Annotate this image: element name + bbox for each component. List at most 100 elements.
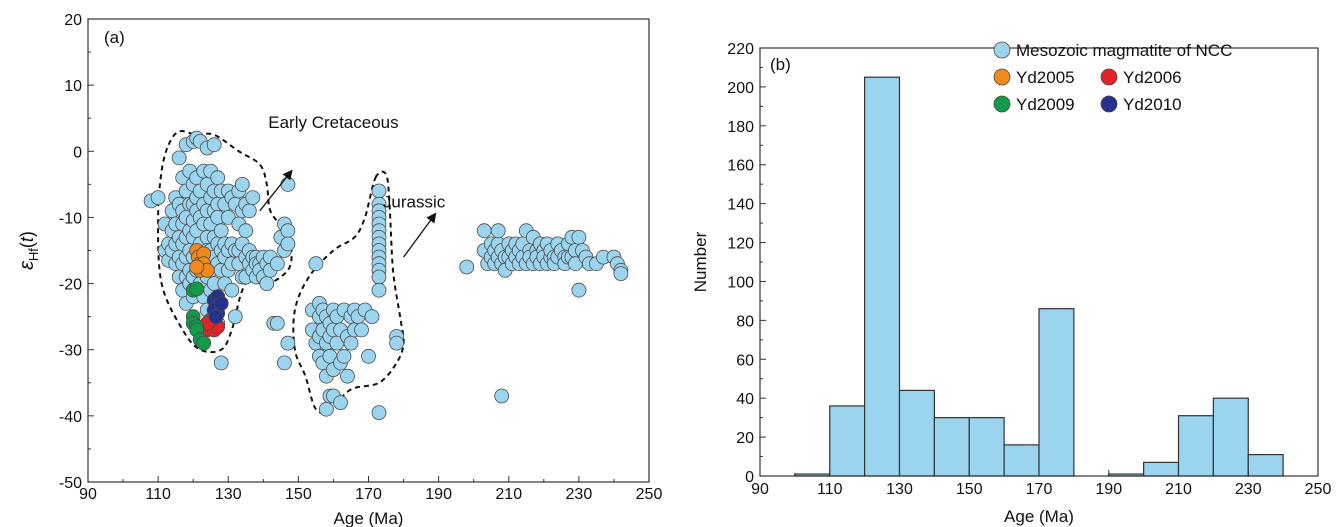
data-point (276, 355, 292, 371)
legend-label: Yd2006 (1123, 68, 1182, 87)
data-point (571, 282, 587, 298)
legend-label: Yd2010 (1123, 95, 1182, 114)
histogram-bar (1038, 308, 1075, 477)
data-point (269, 256, 285, 272)
region-outline-early-cretaceous (157, 130, 293, 354)
data-point (189, 281, 205, 297)
y-tick-label: 0 (73, 144, 82, 161)
annotations: Early Cretaceous Jurassic (259, 113, 446, 258)
data-point (343, 335, 359, 351)
data-point (208, 309, 224, 325)
data-point (213, 223, 229, 239)
histogram-bar (933, 417, 970, 477)
data-point (280, 223, 296, 239)
legend-marker (1100, 95, 1118, 113)
data-point (364, 309, 380, 325)
histogram-bar (864, 76, 901, 477)
x-tick-label: 190 (425, 486, 452, 503)
x-axis-title: Age (Ma) (334, 509, 404, 527)
plot-frame (87, 18, 650, 483)
y-tick-label: 40 (736, 391, 754, 408)
x-tick-label: 230 (566, 486, 593, 503)
data-point (459, 259, 475, 275)
x-tick-label: 130 (215, 486, 242, 503)
data-point (371, 269, 387, 285)
y-tick-label: 100 (727, 274, 754, 291)
data-point (354, 322, 369, 338)
histogram-bar (1247, 454, 1284, 477)
y-axis-title: Number (691, 231, 710, 292)
y-tick-label: 0 (745, 469, 754, 486)
x-tick-label: 250 (636, 486, 663, 503)
x-tick-label: 250 (1305, 481, 1332, 498)
data-point (210, 170, 226, 186)
x-tick-label: 190 (1095, 481, 1122, 498)
y-tick-label: 180 (727, 119, 754, 136)
y-tick-label: 20 (64, 12, 82, 29)
x-tick-label: 210 (495, 486, 522, 503)
legend: Mesozoic magmatite of NCC Yd2005 Yd2006 Yd2… (993, 41, 1232, 114)
data-point (213, 295, 229, 311)
histogram-bar (1003, 444, 1040, 477)
data-point (234, 176, 250, 192)
data-point (613, 266, 629, 282)
panel-label: (a) (104, 28, 125, 47)
data-point (213, 355, 229, 371)
data-point (371, 405, 387, 421)
legend-label: Yd2005 (1016, 68, 1075, 87)
y-tick-label: 200 (727, 80, 754, 97)
scatter-panel: Early Cretaceous Jurassic 90 110 130 150 170 1… (16, 12, 662, 527)
y-axis-title-symbol: ε (16, 260, 38, 270)
annotation-arrow (403, 212, 437, 258)
series-mesozoic-magmatite-of-ncc (143, 130, 629, 421)
data-point (280, 176, 296, 192)
x-axis-title: Age (Ma) (1004, 507, 1074, 526)
histogram-bar (1212, 397, 1249, 477)
y-tick-label: -10 (59, 210, 82, 227)
data-point (571, 229, 587, 245)
legend-entry: Yd2010 (1100, 95, 1182, 114)
data-point (206, 137, 222, 153)
histogram-bar (898, 389, 935, 477)
histogram-bar (968, 417, 1005, 477)
annotation-arrow (259, 169, 293, 212)
annotation-text: Jurassic (383, 193, 446, 212)
series-yd2005 (189, 243, 215, 278)
x-tick-label: 230 (1235, 481, 1262, 498)
x-tick-label: 90 (751, 481, 769, 498)
data-point (269, 315, 285, 331)
data-point (171, 150, 187, 166)
histogram-bars (794, 76, 1284, 477)
data-point (259, 276, 275, 292)
x-tick-label: 170 (355, 486, 382, 503)
data-point (333, 395, 348, 411)
x-tick-label: 210 (1165, 481, 1192, 498)
data-point (241, 203, 257, 219)
legend-marker (993, 41, 1011, 59)
legend-entry: Yd2009 (993, 95, 1075, 114)
legend-label: Mesozoic magmatite of NCC (1016, 41, 1232, 60)
histogram-panel: 90 110 130 150 170 190 210 230 250 0 20 40 60 80 100 12… (691, 41, 1331, 526)
data-point (227, 309, 243, 325)
x-tick-label: 150 (285, 486, 312, 503)
data-point (361, 348, 376, 364)
y-tick-label: 220 (727, 41, 754, 58)
y-axis-title-variable: t (17, 236, 37, 242)
y-axis-title-subscript: Hf (26, 248, 41, 261)
legend-entry: Yd2006 (1100, 68, 1182, 87)
x-tick-label: 90 (79, 486, 97, 503)
legend-marker (993, 95, 1011, 113)
x-tick-label: 130 (886, 481, 913, 498)
x-tick-label: 170 (1026, 481, 1053, 498)
y-tick-label: 120 (727, 236, 754, 253)
data-point (494, 388, 510, 404)
x-tick-label: 110 (817, 481, 843, 498)
y-axis-title-paren-open: ( (17, 242, 37, 248)
series-yd2009 (185, 281, 212, 351)
histogram-bar (1143, 461, 1180, 477)
y-tick-label: 20 (736, 430, 754, 447)
y-tick-label: 140 (727, 197, 754, 214)
annotation-text: Early Cretaceous (268, 113, 398, 132)
data-point (476, 223, 492, 239)
y-tick-label: -50 (59, 475, 82, 492)
